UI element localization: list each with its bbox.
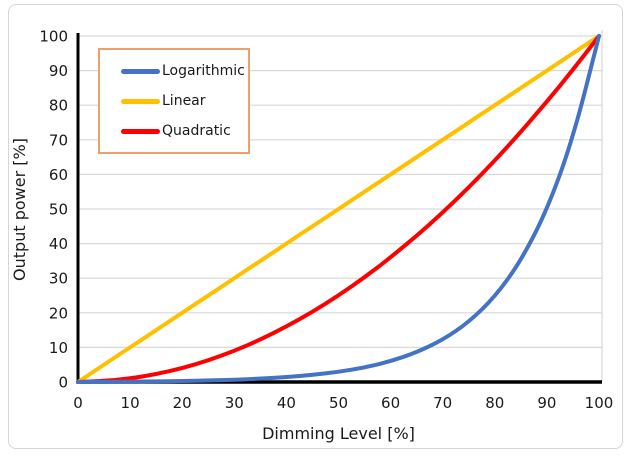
tick-labels-group: 0 10 20 30 40 50 60 70 80 90 100 0 10 20 30 40 50 60 70 80 9…: [39, 28, 613, 413]
legend-swatch-quadratic: [121, 128, 160, 134]
x-tick-label-90: 90: [537, 394, 556, 412]
x-tick-label-80: 80: [485, 394, 504, 412]
chart-legend: Logarithmic Linear Quadratic: [98, 48, 250, 154]
legend-item-quadratic: Quadratic: [121, 123, 248, 139]
x-tick-label-40: 40: [277, 394, 296, 412]
x-tick-label-30: 30: [225, 394, 244, 412]
legend-label: Linear: [162, 93, 206, 109]
y-tick-label-20: 20: [49, 304, 68, 322]
y-tick-label-70: 70: [49, 131, 68, 149]
x-tick-label-100: 100: [585, 394, 614, 412]
legend-item-linear: Linear: [121, 93, 248, 109]
legend-label: Logarithmic: [162, 63, 245, 79]
x-tick-label-50: 50: [329, 394, 348, 412]
x-tick-label-10: 10: [121, 394, 140, 412]
y-tick-label-30: 30: [49, 270, 68, 288]
series-line-linear: [76, 34, 601, 384]
y-tick-label-80: 80: [49, 97, 68, 115]
legend-swatch-logarithmic: [121, 68, 160, 74]
x-tick-label-70: 70: [433, 394, 452, 412]
x-tick-label-0: 0: [73, 394, 83, 412]
series-line-logarithmic: [76, 34, 601, 384]
y-tick-label-90: 90: [49, 62, 68, 80]
legend-swatch-linear: [121, 98, 160, 104]
x-tick-label-20: 20: [173, 394, 192, 412]
y-tick-label-40: 40: [49, 235, 68, 253]
series-lines-group: [76, 34, 601, 384]
y-axis-title: Output power [%]: [9, 138, 29, 281]
x-axis-title: Dimming Level [%]: [262, 424, 415, 443]
series-line-quadratic: [76, 34, 601, 384]
y-tick-label-100: 100: [39, 28, 68, 46]
x-tick-label-60: 60: [381, 394, 400, 412]
legend-item-logarithmic: Logarithmic: [121, 63, 248, 79]
y-tick-label-60: 60: [49, 166, 68, 184]
legend-label: Quadratic: [162, 123, 231, 139]
y-tick-label-50: 50: [49, 201, 68, 219]
y-tick-label-10: 10: [49, 339, 68, 357]
y-tick-label-0: 0: [58, 374, 68, 392]
y-axis-title-wrap: Output power [%]: [6, 36, 32, 383]
